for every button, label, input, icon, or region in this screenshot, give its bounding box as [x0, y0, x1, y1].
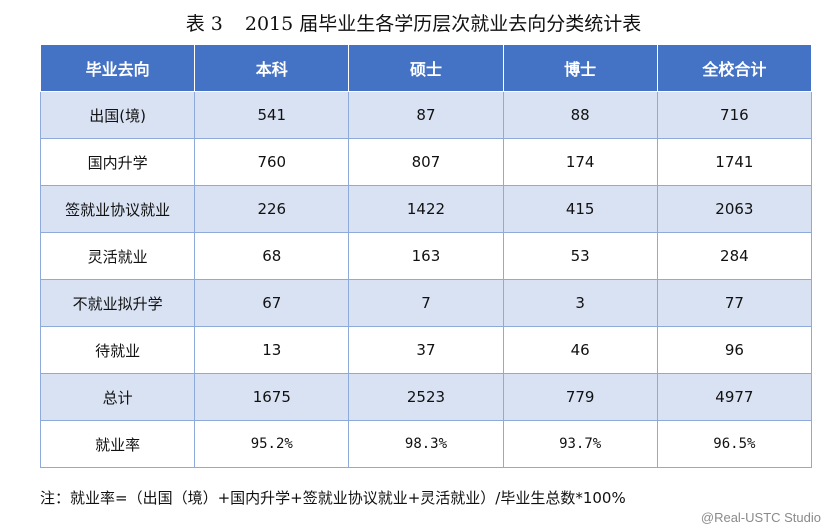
- cell-bachelor: 67: [194, 279, 350, 327]
- cell-doctor: 3: [502, 279, 658, 327]
- cell-master: 37: [348, 326, 504, 374]
- row-label: 出国(境): [39, 91, 196, 139]
- cell-master: 98.3%: [348, 420, 504, 468]
- cell-bachelor: 760: [194, 138, 350, 186]
- row-label: 签就业协议就业: [39, 185, 196, 233]
- cell-total: 4977: [656, 373, 813, 421]
- row-label: 待就业: [39, 326, 196, 374]
- cell-total: 1741: [656, 138, 813, 186]
- table-title-text: 2015 届毕业生各学历层次就业去向分类统计表: [244, 13, 642, 35]
- table-row-total: 总计 1675 2523 779 4977: [39, 373, 813, 421]
- cell-doctor: 93.7%: [502, 420, 658, 468]
- row-label: 就业率: [39, 420, 196, 468]
- cell-total: 2063: [656, 185, 813, 233]
- cell-total: 96.5%: [656, 420, 813, 468]
- cell-bachelor: 95.2%: [194, 420, 350, 468]
- header-doctor: 博士: [502, 44, 658, 92]
- table-row: 不就业拟升学 67 7 3 77: [39, 279, 813, 327]
- cell-doctor: 53: [502, 232, 658, 280]
- table-title: 表 3 2015 届毕业生各学历层次就业去向分类统计表: [0, 9, 827, 36]
- header-master: 硕士: [348, 44, 504, 92]
- table-row: 国内升学 760 807 174 1741: [39, 138, 813, 186]
- cell-master: 87: [348, 91, 504, 139]
- cell-doctor: 88: [502, 91, 658, 139]
- table-footnote: 注：就业率=（出国（境）+国内升学+签就业协议就业+灵活就业）/毕业生总数*10…: [40, 489, 626, 507]
- table-number: 表 3: [185, 13, 223, 35]
- table-row: 待就业 13 37 46 96: [39, 326, 813, 374]
- header-row: 毕业去向 本科 硕士 博士 全校合计: [39, 44, 813, 92]
- cell-bachelor: 13: [194, 326, 350, 374]
- cell-total: 716: [656, 91, 813, 139]
- table-row: 出国(境) 541 87 88 716: [39, 91, 813, 139]
- cell-total: 284: [656, 232, 813, 280]
- watermark: @Real-USTC Studio: [700, 510, 821, 525]
- cell-doctor: 779: [502, 373, 658, 421]
- cell-master: 163: [348, 232, 504, 280]
- cell-master: 807: [348, 138, 504, 186]
- table-row: 灵活就业 68 163 53 284: [39, 232, 813, 280]
- cell-bachelor: 1675: [194, 373, 350, 421]
- cell-master: 2523: [348, 373, 504, 421]
- cell-total: 96: [656, 326, 813, 374]
- employment-stats-table: 毕业去向 本科 硕士 博士 全校合计 出国(境) 541 87 88 716 国…: [39, 44, 813, 468]
- row-label: 灵活就业: [39, 232, 196, 280]
- cell-bachelor: 68: [194, 232, 350, 280]
- row-label: 不就业拟升学: [39, 279, 196, 327]
- cell-bachelor: 226: [194, 185, 350, 233]
- cell-doctor: 174: [502, 138, 658, 186]
- cell-total: 77: [656, 279, 813, 327]
- cell-doctor: 415: [502, 185, 658, 233]
- cell-master: 1422: [348, 185, 504, 233]
- row-label: 国内升学: [39, 138, 196, 186]
- header-bachelor: 本科: [194, 44, 350, 92]
- cell-doctor: 46: [502, 326, 658, 374]
- cell-bachelor: 541: [194, 91, 350, 139]
- row-label: 总计: [39, 373, 196, 421]
- table-row: 签就业协议就业 226 1422 415 2063: [39, 185, 813, 233]
- cell-master: 7: [348, 279, 504, 327]
- header-destination: 毕业去向: [39, 44, 196, 92]
- header-total: 全校合计: [656, 44, 813, 92]
- table-row-rate: 就业率 95.2% 98.3% 93.7% 96.5%: [39, 420, 813, 468]
